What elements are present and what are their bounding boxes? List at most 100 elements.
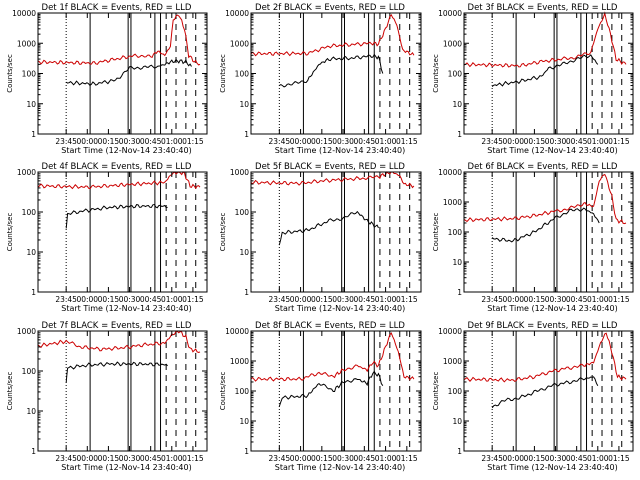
x-axis-label: Start Time (12-Nov-14 23:40:40) bbox=[61, 146, 191, 155]
y-tick-label: 100 bbox=[235, 208, 250, 217]
y-tick-label: 1000 bbox=[443, 357, 462, 366]
plot-frame bbox=[250, 171, 422, 293]
plot-title: Det 1f BLACK = Events, RED = LLD bbox=[42, 3, 192, 13]
y-tick-label: 10000 bbox=[12, 9, 36, 18]
x-tick-label: 00:00 bbox=[502, 137, 524, 146]
series-line-events bbox=[278, 370, 384, 407]
series-line-lld bbox=[463, 332, 627, 383]
series-line-lld bbox=[250, 332, 415, 382]
x-tick-label: 00:45 bbox=[140, 454, 162, 463]
y-axis-label: Counts/sec bbox=[432, 213, 440, 252]
plot-frame bbox=[463, 330, 634, 452]
y-axis-label: Counts/sec bbox=[432, 372, 440, 411]
series-line-events bbox=[65, 58, 192, 87]
y-tick-label: 10000 bbox=[438, 168, 462, 177]
x-tick-label: 01:15 bbox=[396, 295, 418, 304]
y-tick-label: 1 bbox=[244, 288, 249, 297]
detector-plot-5: Det 5f BLACK = Events, RED = LLD Counts/s… bbox=[219, 162, 422, 313]
x-tick-label: 23:45 bbox=[269, 295, 291, 304]
x-tick-label: 23:45 bbox=[55, 295, 77, 304]
x-tick-label: 01:15 bbox=[182, 454, 204, 463]
detector-plot-3: Det 3f BLACK = Events, RED = LLD Counts/s… bbox=[432, 3, 634, 155]
y-tick-label: 1000 bbox=[17, 168, 36, 177]
x-tick-label: 00:00 bbox=[76, 454, 98, 463]
x-tick-label: 01:00 bbox=[587, 137, 609, 146]
x-tick-label: 23:45 bbox=[269, 454, 291, 463]
x-tick-label: 01:00 bbox=[375, 137, 397, 146]
y-tick-label: 10 bbox=[239, 417, 249, 426]
y-tick-label: 10 bbox=[452, 100, 462, 109]
y-tick-label: 10 bbox=[239, 100, 249, 109]
x-tick-label: 00:15 bbox=[524, 137, 546, 146]
y-tick-label: 1000 bbox=[443, 198, 462, 207]
y-tick-label: 1000 bbox=[443, 39, 462, 48]
x-tick-label: 00:45 bbox=[140, 295, 162, 304]
plot-title: Det 4f BLACK = Events, RED = LLD bbox=[42, 162, 192, 172]
x-tick-label: 00:00 bbox=[290, 137, 312, 146]
y-tick-label: 1000 bbox=[17, 327, 36, 336]
x-tick-label: 01:00 bbox=[375, 295, 397, 304]
x-tick-label: 00:00 bbox=[502, 454, 524, 463]
y-tick-label: 10 bbox=[26, 248, 36, 257]
x-tick-label: 23:45 bbox=[55, 137, 77, 146]
x-tick-label: 00:45 bbox=[566, 137, 588, 146]
y-tick-label: 1000 bbox=[17, 39, 36, 48]
y-tick-label: 1 bbox=[457, 130, 462, 139]
y-tick-label: 100 bbox=[448, 387, 463, 396]
x-axis-label: Start Time (12-Nov-14 23:40:40) bbox=[275, 463, 405, 472]
x-tick-label: 00:00 bbox=[502, 295, 524, 304]
y-axis-label: Counts/sec bbox=[219, 213, 227, 252]
series-line-lld bbox=[463, 11, 627, 68]
x-tick-label: 00:45 bbox=[566, 454, 588, 463]
plot-title: Det 2f BLACK = Events, RED = LLD bbox=[255, 3, 405, 13]
x-tick-label: 23:45 bbox=[269, 137, 291, 146]
x-tick-label: 00:30 bbox=[119, 295, 141, 304]
x-tick-label: 23:45 bbox=[481, 454, 503, 463]
x-tick-label: 01:15 bbox=[608, 454, 630, 463]
x-tick-label: 00:30 bbox=[332, 295, 354, 304]
y-tick-label: 1 bbox=[31, 447, 36, 456]
series-line-events bbox=[278, 210, 379, 246]
series-line-events bbox=[279, 53, 384, 88]
x-tick-label: 00:30 bbox=[545, 454, 567, 463]
y-tick-label: 1000 bbox=[230, 39, 249, 48]
x-axis-label: Start Time (12-Nov-14 23:40:40) bbox=[61, 463, 191, 472]
plot-frame bbox=[250, 12, 422, 135]
y-tick-label: 100 bbox=[448, 70, 463, 79]
plot-title: Det 5f BLACK = Events, RED = LLD bbox=[255, 162, 405, 172]
x-axis-label: Start Time (12-Nov-14 23:40:40) bbox=[61, 304, 191, 313]
x-tick-label: 00:30 bbox=[545, 137, 567, 146]
x-tick-label: 00:30 bbox=[119, 454, 141, 463]
x-tick-label: 01:15 bbox=[182, 295, 204, 304]
y-tick-label: 100 bbox=[22, 367, 37, 376]
y-tick-label: 10000 bbox=[438, 9, 462, 18]
x-tick-label: 23:45 bbox=[481, 137, 503, 146]
x-tick-label: 00:30 bbox=[332, 137, 354, 146]
plot-frame bbox=[463, 12, 634, 135]
plot-title: Det 7f BLACK = Events, RED = LLD bbox=[42, 321, 192, 331]
x-tick-label: 23:45 bbox=[481, 295, 503, 304]
x-tick-label: 00:15 bbox=[98, 295, 120, 304]
x-tick-label: 00:00 bbox=[290, 295, 312, 304]
plot-frame bbox=[463, 171, 634, 293]
y-tick-label: 1 bbox=[244, 130, 249, 139]
y-tick-label: 10 bbox=[452, 258, 462, 267]
y-axis-label: Counts/sec bbox=[6, 372, 14, 411]
y-tick-label: 100 bbox=[235, 387, 250, 396]
x-tick-label: 00:15 bbox=[98, 137, 120, 146]
y-tick-label: 1 bbox=[457, 447, 462, 456]
x-tick-label: 00:00 bbox=[76, 295, 98, 304]
y-tick-label: 1000 bbox=[230, 168, 249, 177]
series-line-events bbox=[491, 54, 599, 88]
y-tick-label: 10000 bbox=[438, 327, 462, 336]
y-axis-label: Counts/sec bbox=[219, 54, 227, 93]
x-tick-label: 00:45 bbox=[354, 137, 376, 146]
plot-frame bbox=[250, 330, 422, 452]
x-tick-label: 00:15 bbox=[311, 137, 333, 146]
x-tick-label: 01:00 bbox=[161, 454, 183, 463]
y-tick-label: 100 bbox=[448, 228, 463, 237]
x-tick-label: 00:45 bbox=[140, 137, 162, 146]
x-axis-label: Start Time (12-Nov-14 23:40:40) bbox=[487, 463, 617, 472]
y-tick-label: 100 bbox=[235, 70, 250, 79]
